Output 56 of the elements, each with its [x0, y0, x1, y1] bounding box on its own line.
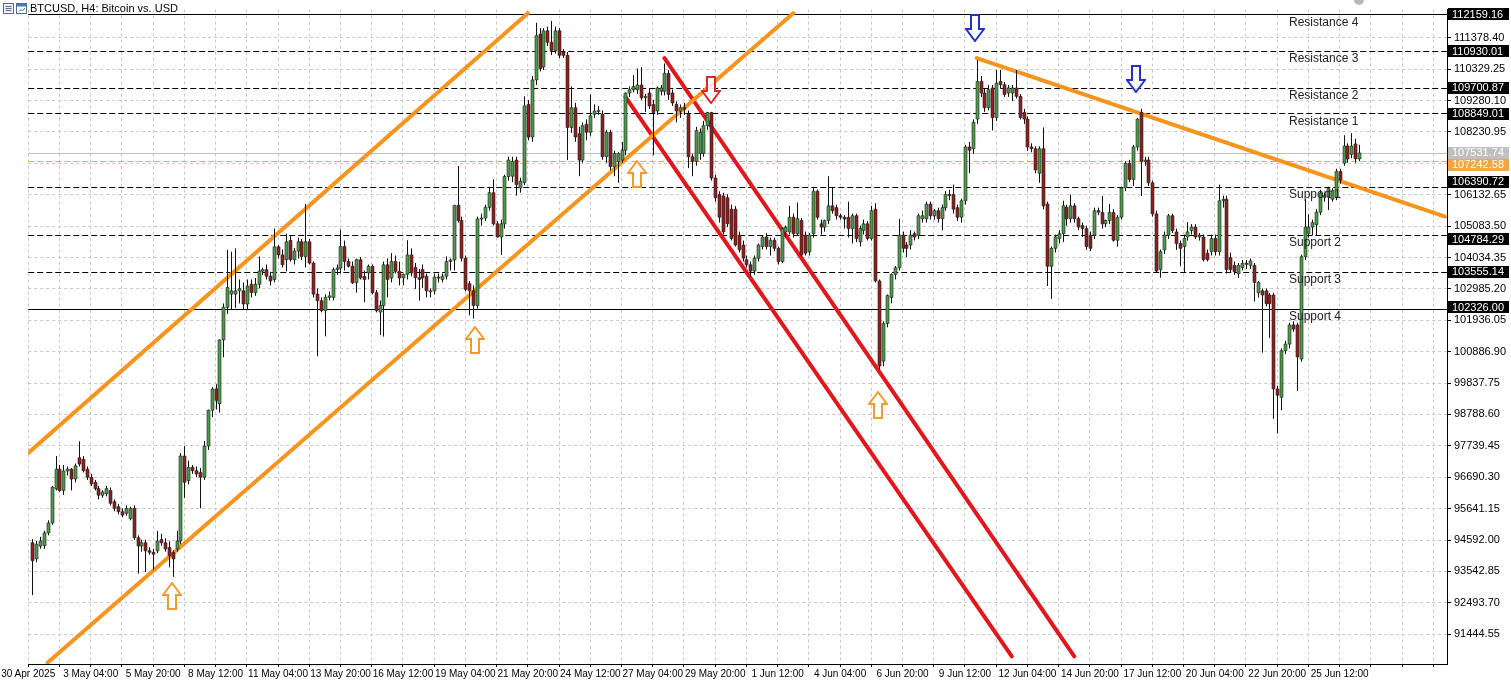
text: 109700.87 [1452, 81, 1504, 94]
y-tick-label: 94592.00 [1454, 533, 1500, 546]
y-tick-label: 110329.25 [1454, 62, 1506, 75]
x-tick-label: 3 May 04:00 [63, 667, 119, 679]
y-tick-label: 108230.95 [1454, 124, 1506, 137]
ref-line-label: Resistance 2 [1289, 88, 1359, 103]
ref-line-label: Resistance 4 [1289, 14, 1359, 29]
x-tick-label: 22 Jun 20:00 [1248, 667, 1307, 679]
x-tick-label: 4 Jun 04:00 [813, 667, 867, 679]
text: 103555.14 [1452, 265, 1504, 278]
x-tick-label: 14 Jun 20:00 [1060, 667, 1120, 679]
x-tick-label: 11 May 04:00 [248, 667, 309, 679]
text: 110930.01 [1452, 44, 1504, 57]
x-tick-label: 13 May 20:00 [310, 667, 372, 679]
x-tick-label: 27 May 04:00 [622, 667, 684, 679]
x-tick-label: 8 May 12:00 [188, 667, 244, 679]
x-tick-label: 1 Jun 12:00 [751, 667, 805, 679]
text: 108849.01 [1452, 107, 1504, 120]
y-tick-label: 96690.30 [1454, 470, 1500, 483]
y-tick-label: 95641.15 [1454, 501, 1500, 514]
text: 102326.00 [1452, 300, 1504, 313]
text: 106390.72 [1452, 175, 1504, 188]
y-tick-label: 100886.90 [1454, 344, 1506, 357]
x-tick-label: 21 May 20:00 [497, 667, 559, 679]
x-tick-label: 25 Jun 12:00 [1310, 667, 1370, 679]
ref-line-label: Resistance 1 [1289, 113, 1359, 128]
x-tick-label: 5 May 20:00 [125, 667, 182, 679]
x-tick-label: 17 Jun 12:00 [1123, 667, 1182, 679]
y-tick-label: 93542.85 [1454, 564, 1500, 577]
y-tick-label: 101936.05 [1454, 313, 1506, 326]
y-tick-label: 91444.55 [1454, 627, 1500, 640]
y-tick-label: 98788.60 [1454, 407, 1500, 420]
x-tick-label: 6 Jun 20:00 [876, 667, 930, 679]
x-tick-label: 30 Apr 2025 [1, 667, 56, 679]
ref-line-label: Resistance 3 [1289, 51, 1359, 66]
x-tick-label: 9 Jun 12:00 [938, 667, 992, 679]
x-tick-label: 19 May 04:00 [435, 667, 497, 679]
y-tick-label: 106132.65 [1454, 187, 1506, 200]
text: 107242.58 [1452, 158, 1504, 171]
y-tick-label: 99837.75 [1454, 376, 1500, 389]
text: 107531.74 [1452, 146, 1504, 159]
x-tick-label: 12 Jun 04:00 [998, 667, 1057, 679]
chart-title: BTCUSD, H4: Bitcoin vs. USD [30, 2, 178, 15]
y-tick-label: 102985.20 [1454, 281, 1506, 294]
x-tick-label: 20 Jun 04:00 [1185, 667, 1245, 679]
x-tick-label: 29 May 20:00 [684, 667, 746, 679]
y-tick-label: 111378.40 [1454, 30, 1505, 43]
y-tick-label: 109280.10 [1454, 93, 1506, 106]
y-tick-label: 92493.70 [1454, 595, 1500, 608]
y-tick-label: 105083.50 [1454, 219, 1506, 232]
text: 104784.29 [1452, 232, 1504, 245]
text: 112159.16 [1452, 7, 1504, 20]
x-tick-label: 16 May 12:00 [372, 667, 434, 679]
y-tick-label: 104034.35 [1454, 250, 1506, 263]
x-tick-label: 24 May 12:00 [559, 667, 622, 679]
y-tick-label: 97739.45 [1454, 438, 1500, 451]
